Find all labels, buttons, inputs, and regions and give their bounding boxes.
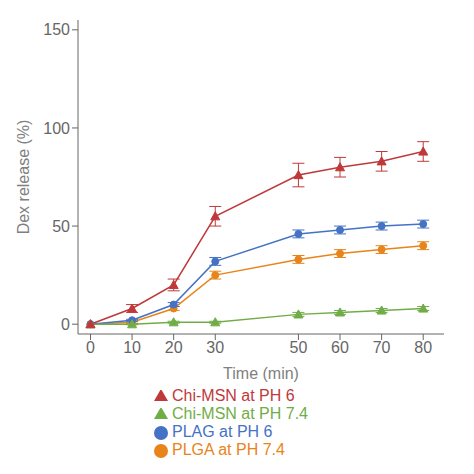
svg-text:100: 100 xyxy=(43,120,70,137)
svg-text:70: 70 xyxy=(373,339,391,356)
svg-text:0: 0 xyxy=(61,316,70,333)
svg-text:50: 50 xyxy=(52,218,70,235)
svg-text:10: 10 xyxy=(123,339,141,356)
svg-text:Time (min): Time (min) xyxy=(223,365,299,382)
html-text:Chi-MSN at PH 7.4: Chi-MSN at PH 7.4 xyxy=(172,405,308,422)
svg-text:0: 0 xyxy=(86,339,95,356)
html-text:Chi-MSN at PH 6: Chi-MSN at PH 6 xyxy=(172,387,295,404)
html-text:PLGA at PH 7.4: PLGA at PH 7.4 xyxy=(172,441,285,458)
svg-text:60: 60 xyxy=(331,339,349,356)
html-text:PLAG at PH 6: PLAG at PH 6 xyxy=(172,423,273,440)
svg-text:20: 20 xyxy=(165,339,183,356)
svg-text:50: 50 xyxy=(290,339,308,356)
svg-text:30: 30 xyxy=(206,339,224,356)
svg-text:80: 80 xyxy=(414,339,432,356)
svg-text:150: 150 xyxy=(43,21,70,38)
svg-text:Dex release (%): Dex release (%) xyxy=(15,120,32,235)
